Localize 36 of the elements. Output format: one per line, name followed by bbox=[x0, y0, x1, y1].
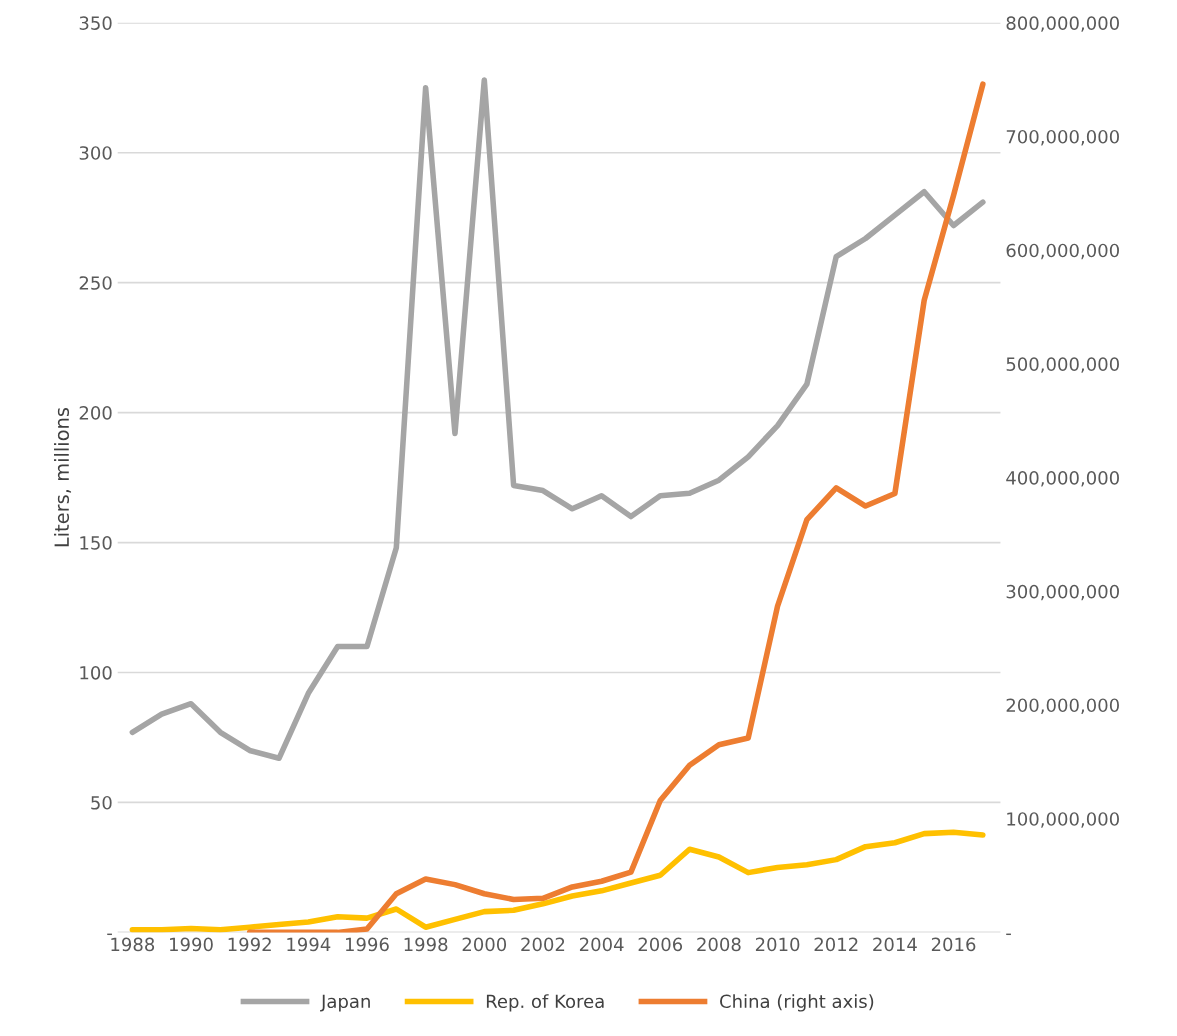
x-tick-label: 1998 bbox=[404, 937, 448, 952]
x-tick-label: 1992 bbox=[228, 937, 271, 952]
y2-tick-label: 100,000,000 bbox=[1007, 812, 1119, 828]
x-tick-label: 1994 bbox=[287, 937, 331, 952]
y2-tick-label: 700,000,000 bbox=[1006, 129, 1119, 146]
y2-tick-label: 200,000,000 bbox=[1006, 698, 1119, 714]
x-tick-label: 2006 bbox=[638, 937, 683, 952]
x-tick-label: 1990 bbox=[170, 937, 213, 952]
x-tick-label: 1988 bbox=[111, 937, 155, 952]
x-tick-label: 2012 bbox=[814, 937, 858, 952]
y-tick-label: 350 bbox=[79, 16, 112, 30]
y2-tick-label: 800,000,000 bbox=[1006, 16, 1119, 32]
x-tick-label: 2010 bbox=[755, 937, 800, 952]
y-tick-label: 250 bbox=[79, 276, 112, 290]
y2-tick-label: 500,000,000 bbox=[1006, 357, 1119, 373]
y-tick-label: 150 bbox=[80, 536, 112, 550]
x-tick-label: 2002 bbox=[521, 937, 565, 952]
y-axis-title: Liters, millions bbox=[54, 407, 72, 547]
x-tick-label: 2014 bbox=[873, 937, 917, 952]
y2-tick-label: - bbox=[1006, 933, 1011, 936]
y2-tick-label: 600,000,000 bbox=[1006, 243, 1119, 260]
legend-label: China (right axis) bbox=[720, 994, 874, 1012]
y-tick-label: 300 bbox=[79, 146, 112, 160]
x-tick-label: 2008 bbox=[697, 937, 741, 952]
y-tick-label: 100 bbox=[80, 665, 112, 680]
x-tick-label: 2000 bbox=[462, 937, 507, 952]
y-tick-label: 50 bbox=[91, 795, 112, 810]
y2-tick-label: 400,000,000 bbox=[1006, 471, 1119, 487]
x-tick-label: 1996 bbox=[345, 937, 389, 952]
y-tick-label: 200 bbox=[79, 406, 112, 420]
y-tick-label: - bbox=[107, 933, 112, 936]
x-tick-label: 2016 bbox=[931, 937, 976, 952]
y2-tick-label: 300,000,000 bbox=[1006, 584, 1119, 601]
legend-label: Rep. of Korea bbox=[486, 994, 604, 1012]
legend-label: Japan bbox=[320, 994, 370, 1012]
x-tick-label: 2004 bbox=[579, 937, 624, 952]
